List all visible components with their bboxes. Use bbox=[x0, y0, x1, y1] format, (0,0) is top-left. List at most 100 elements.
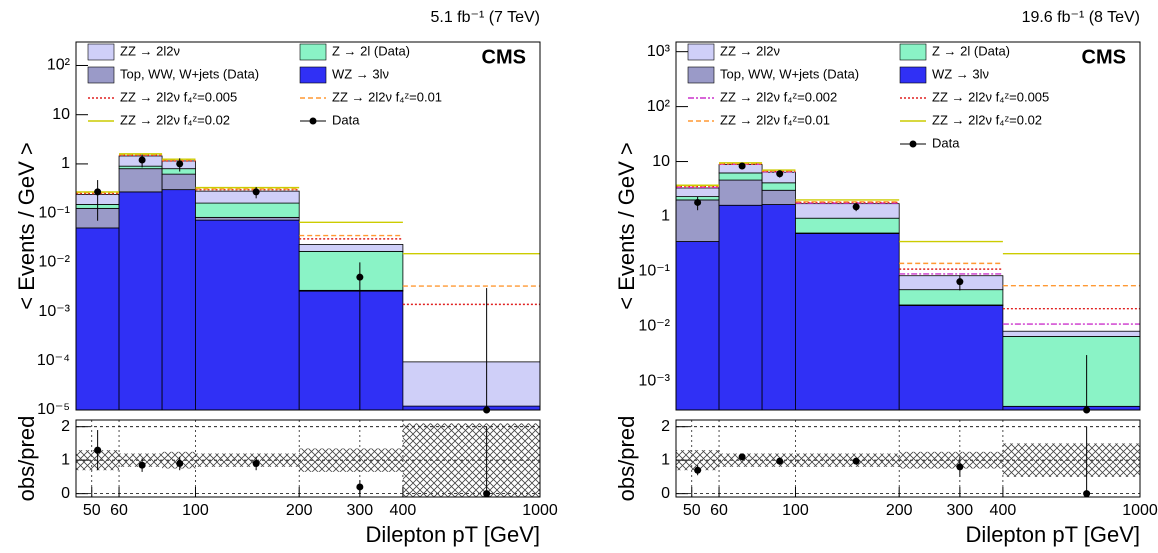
legend-label: ZZ → 2l2ν f₄ᶻ=0.01 bbox=[720, 112, 830, 127]
plot-frame bbox=[675, 41, 1141, 411]
legend-label: ZZ → 2l2ν f₄ᶻ=0.01 bbox=[332, 89, 442, 104]
stack-bar bbox=[761, 182, 796, 191]
stack-bar bbox=[195, 219, 300, 411]
stack-bar bbox=[161, 173, 196, 191]
x-tick-label: 300 bbox=[947, 502, 974, 519]
y-axis-label: obs/pred bbox=[14, 416, 39, 502]
legend-label: ZZ → 2l2ν f₄ᶻ=0.005 bbox=[120, 89, 237, 104]
stack-bar bbox=[402, 405, 541, 411]
stack-bar bbox=[795, 217, 900, 234]
legend-label: ZZ → 2l2ν f₄ᶻ=0.02 bbox=[120, 112, 230, 127]
legend-label: ZZ → 2l2ν f₄ᶻ=0.002 bbox=[720, 89, 837, 104]
uncertainty-band bbox=[402, 423, 540, 497]
x-tick-label: 50 bbox=[683, 502, 701, 519]
legend-label: ZZ → 2l2ν f₄ᶻ=0.005 bbox=[932, 89, 1049, 104]
y-tick-label: 10⁻⁴ bbox=[37, 352, 70, 369]
uncertainty-band bbox=[1002, 443, 1140, 477]
y-tick-label: 2 bbox=[61, 418, 70, 435]
stack-bar bbox=[1002, 405, 1141, 411]
legend-label: Z → 2l (Data) bbox=[932, 43, 1010, 58]
legend-swatch bbox=[687, 66, 715, 84]
y-tick-label: 10⁻⁵ bbox=[37, 401, 70, 418]
y-tick-label: 10 bbox=[52, 106, 70, 123]
y-tick-label: 1 bbox=[661, 208, 670, 225]
data-point bbox=[252, 188, 260, 196]
data-point bbox=[176, 160, 184, 168]
x-axis-label: Dilepton pT [GeV] bbox=[966, 522, 1140, 547]
data-point bbox=[738, 162, 746, 170]
stack-bar bbox=[161, 189, 196, 411]
stack-bar bbox=[298, 290, 404, 411]
uncertainty-band bbox=[299, 448, 403, 472]
y-tick-label: 10² bbox=[47, 57, 71, 74]
data-point bbox=[176, 460, 184, 468]
stack-bar bbox=[795, 233, 900, 411]
y-tick-label: 10³ bbox=[647, 43, 671, 60]
data-point bbox=[483, 490, 491, 498]
data-point bbox=[94, 188, 102, 196]
x-tick-label: 1000 bbox=[1122, 502, 1158, 519]
data-point bbox=[138, 461, 146, 469]
title: 5.1 fb⁻¹ (7 TeV) bbox=[430, 9, 540, 26]
stack-bar bbox=[75, 227, 120, 411]
y-tick-label: 10⁻³ bbox=[38, 303, 70, 320]
data-point bbox=[956, 278, 964, 286]
stack-bar bbox=[761, 189, 796, 205]
stack-bar bbox=[161, 168, 196, 175]
y-tick-label: 1 bbox=[61, 451, 70, 468]
stack-bar bbox=[195, 202, 300, 218]
legend-swatch bbox=[87, 66, 115, 84]
legend-swatch bbox=[299, 66, 327, 84]
stack-bar bbox=[298, 244, 404, 252]
data-point bbox=[138, 156, 146, 164]
cms-label: CMS bbox=[1082, 46, 1126, 68]
stack-bar bbox=[195, 190, 300, 204]
stack-bar bbox=[1002, 330, 1141, 337]
legend-label: ZZ → 2l2ν f₄ᶻ=0.02 bbox=[932, 112, 1042, 127]
stack-bar bbox=[118, 191, 163, 411]
legend-swatch bbox=[899, 66, 927, 84]
stack-bar bbox=[675, 241, 720, 411]
data-point bbox=[738, 453, 746, 461]
plot-frame bbox=[75, 419, 541, 498]
data-point bbox=[356, 273, 364, 281]
y-tick-label: 10² bbox=[647, 98, 671, 115]
x-tick-label: 100 bbox=[782, 502, 809, 519]
legend-swatch bbox=[687, 43, 715, 61]
data-point bbox=[956, 463, 964, 471]
uncertainty-band bbox=[195, 453, 300, 467]
legend-label: Top, WW, W+jets (Data) bbox=[720, 66, 859, 81]
stack-bar bbox=[718, 179, 763, 206]
stack-bar bbox=[402, 361, 541, 407]
stack-bar bbox=[718, 204, 763, 411]
data-point bbox=[852, 203, 860, 211]
stack-bar bbox=[675, 187, 720, 198]
legend-label: ZZ → 2l2ν bbox=[720, 43, 780, 58]
x-tick-label: 400 bbox=[990, 502, 1017, 519]
data-point bbox=[776, 170, 784, 178]
stack-bar bbox=[195, 216, 300, 221]
y-axis-label: obs/pred bbox=[614, 416, 639, 502]
uncertainty-band bbox=[719, 453, 763, 467]
data-point bbox=[852, 457, 860, 465]
x-tick-label: 300 bbox=[347, 502, 374, 519]
y-tick-label: 10⁻² bbox=[38, 254, 70, 271]
legend-label: Z → 2l (Data) bbox=[332, 43, 410, 58]
y-tick-label: 0 bbox=[661, 485, 670, 502]
legend-label: ZZ → 2l2ν bbox=[120, 43, 180, 58]
x-tick-label: 60 bbox=[710, 502, 728, 519]
stack-bar bbox=[1002, 336, 1141, 407]
uncertainty-band bbox=[795, 453, 900, 467]
stack-bar bbox=[718, 172, 763, 181]
data-point bbox=[694, 466, 702, 474]
x-tick-label: 50 bbox=[83, 502, 101, 519]
y-tick-label: 2 bbox=[661, 418, 670, 435]
legend-swatch bbox=[299, 43, 327, 61]
x-tick-label: 400 bbox=[390, 502, 417, 519]
y-tick-label: 10⁻² bbox=[638, 318, 670, 335]
stack-bar bbox=[118, 168, 163, 193]
y-tick-label: 10⁻³ bbox=[638, 372, 670, 389]
plot-frame bbox=[75, 41, 541, 411]
y-axis-label: < Events / GeV > bbox=[14, 142, 39, 310]
